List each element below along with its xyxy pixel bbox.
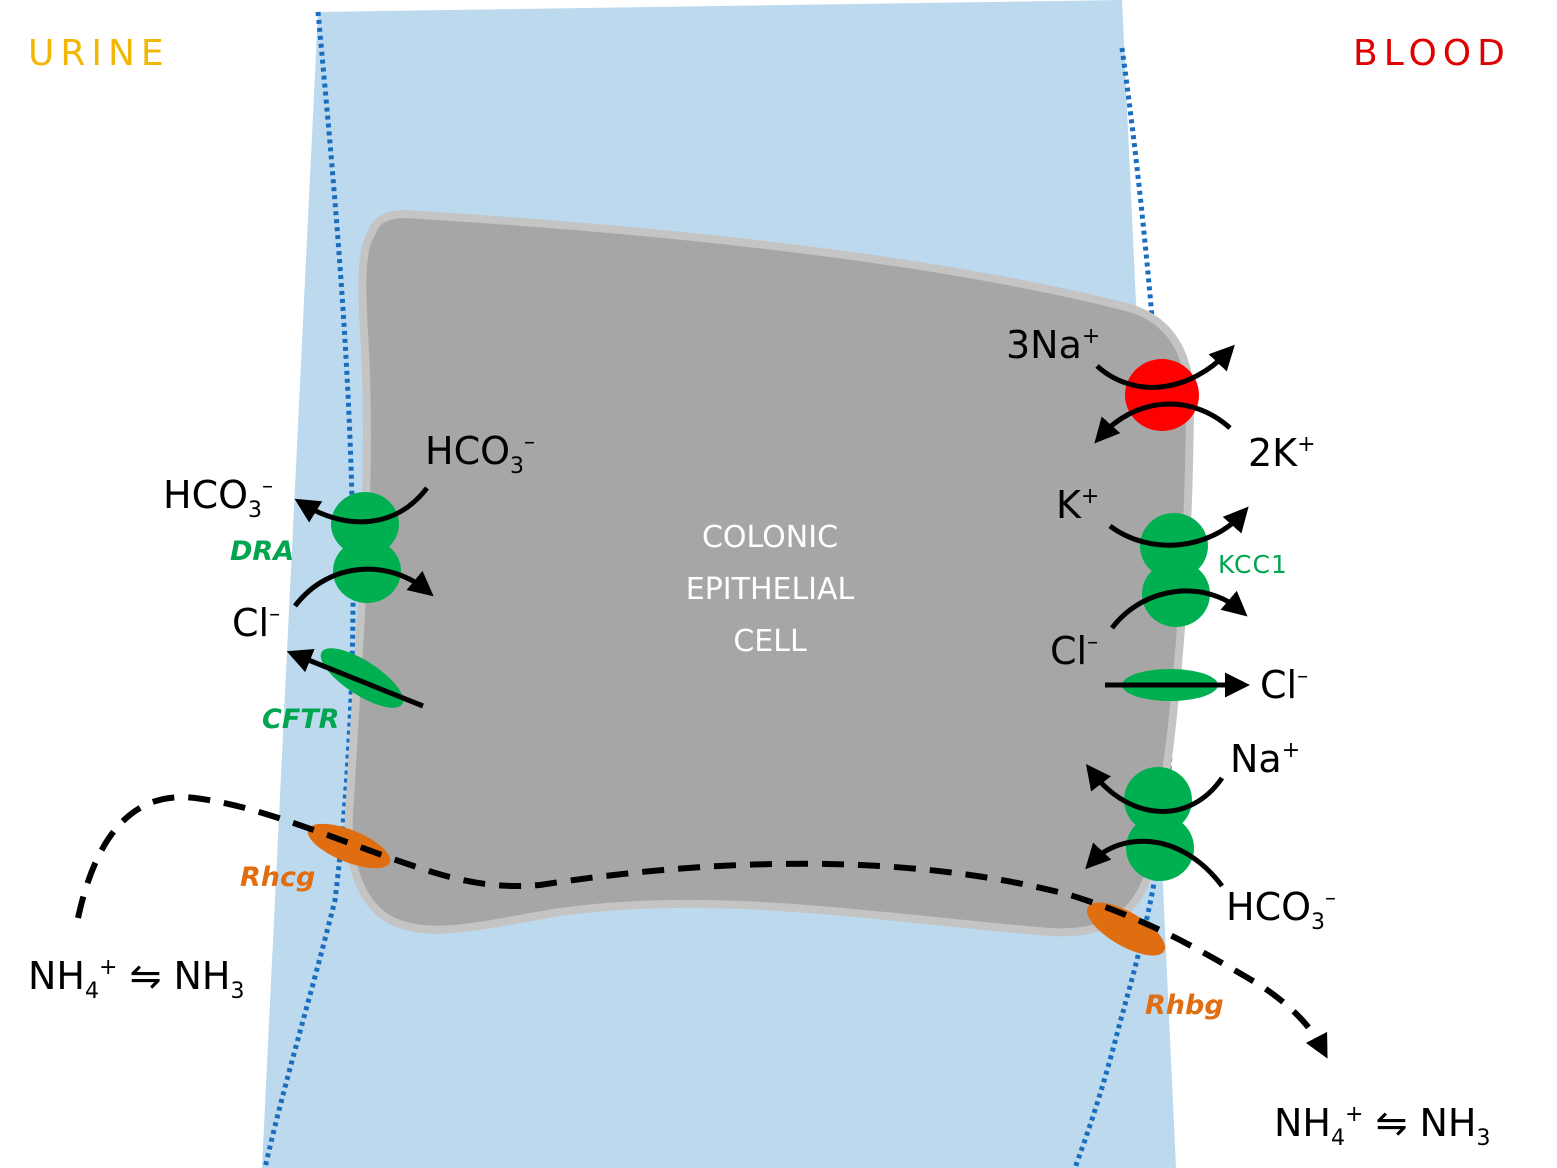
rhcg-label: Rhcg (240, 862, 316, 893)
cftr-label: CFTR (262, 704, 340, 735)
ion-hco3-basolateral-label: HCO3– (1226, 885, 1337, 935)
na-efflux-arrow (1095, 344, 1235, 390)
ion-3na-label: 3Na+ (1006, 323, 1101, 367)
na-k-atpase-pump-icon (1125, 359, 1199, 431)
kcc1-label: KCC1 (1218, 550, 1288, 579)
kcc1-k-arrow (1108, 506, 1249, 548)
ion-2k-label: 2K+ (1248, 431, 1316, 475)
ion-cl-lumen-label: Cl– (232, 601, 281, 645)
hco3-influx-arrow (1085, 838, 1224, 888)
na-influx-arrow (1085, 764, 1225, 814)
apical-boundary (262, 11, 356, 1168)
blood-label: BLOOD (1353, 33, 1511, 74)
cell-label: COLONIC EPITHELIAL CELL (685, 520, 855, 659)
ammonia-blood-label: NH4+ ⇋ NH3 (1274, 1101, 1491, 1151)
rhbg-icon (1086, 902, 1166, 956)
ion-hco3-lumen-label: HCO3– (163, 473, 274, 523)
dra-hco3-arrow (294, 486, 429, 525)
cftr-cl-arrow (286, 648, 424, 709)
k-influx-arrow (1094, 401, 1232, 444)
kcc1-cl-arrow (1110, 588, 1248, 630)
dra-cl-arrow (293, 566, 434, 608)
dra-label: DRA (230, 536, 295, 567)
urine-label: URINE (28, 33, 170, 74)
ion-na-label: Na+ (1230, 737, 1301, 781)
rhbg-label: Rhbg (1145, 990, 1224, 1021)
ion-hco3-intracellular-label: HCO3– (425, 429, 536, 479)
na-hco3-cotransporter-icon-bottom (1126, 815, 1194, 881)
ion-cl-channel-label: Cl– (1260, 663, 1309, 707)
cftr-channel-icon (320, 648, 404, 708)
ammonia-urine-label: NH4+ ⇋ NH3 (28, 954, 245, 1004)
ammonia-transport-path (75, 794, 1328, 1059)
na-hco3-cotransporter-icon-top (1124, 767, 1192, 833)
ion-cl-kcc1-label: Cl– (1050, 629, 1099, 673)
ion-k-label: K+ (1056, 483, 1100, 527)
